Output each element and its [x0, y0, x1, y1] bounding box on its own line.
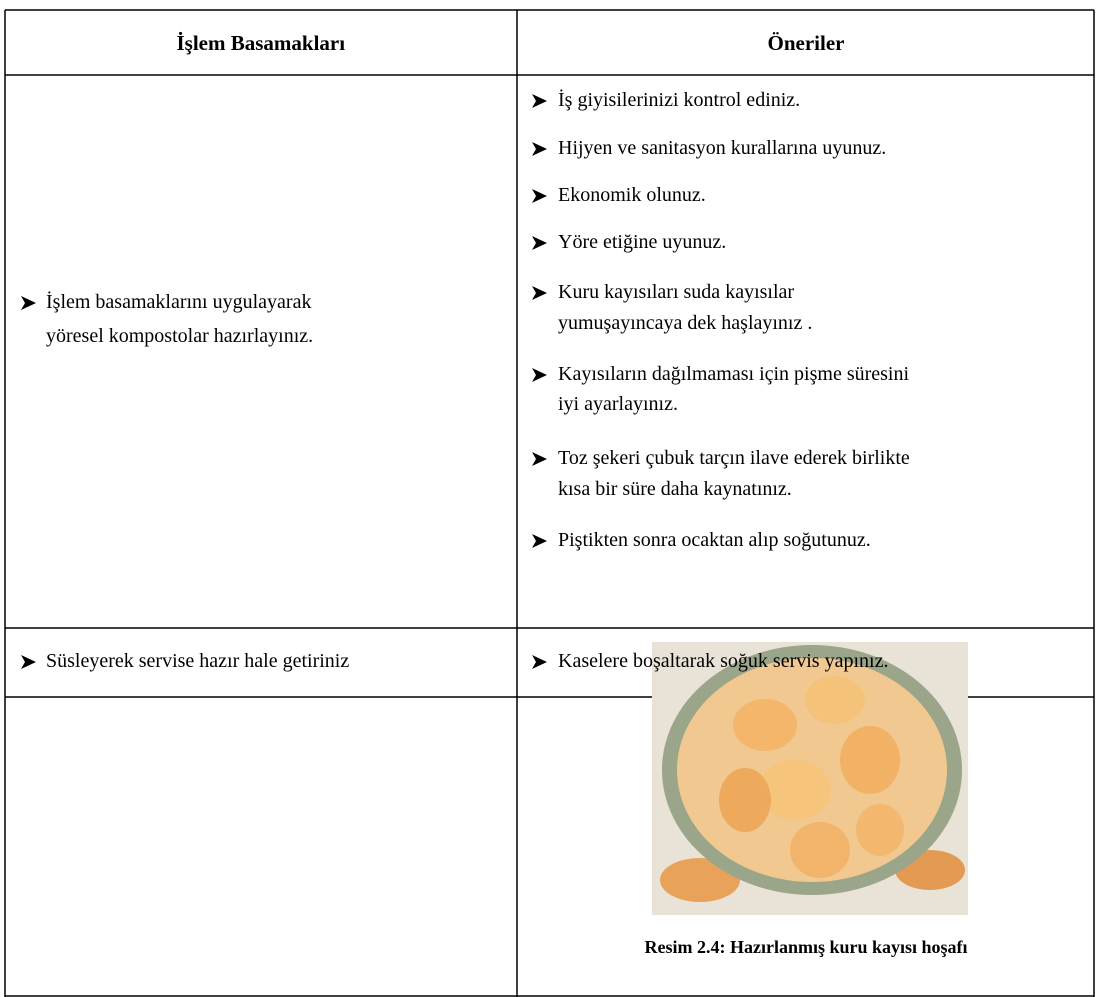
- bullet: [532, 655, 547, 669]
- bullet: [532, 142, 547, 156]
- suggestion-text: yumuşayıncaya dek haşlayınız .: [558, 312, 813, 334]
- suggestion-text: Toz şekeri çubuk tarçın ilave ederek bir…: [558, 447, 910, 469]
- header-text: İşlem Basamakları: [176, 31, 346, 55]
- bullet: [21, 296, 36, 310]
- bullet: [532, 368, 547, 382]
- bullet: [532, 236, 547, 250]
- suggestion-text: Yöre etiğine uyunuz.: [558, 231, 727, 253]
- suggestion-text: Hijyen ve sanitasyon kurallarına uyunuz.: [558, 137, 887, 159]
- step-text: İşlem basamaklarını uygulayarak: [46, 291, 312, 313]
- caption: Resim 2.4: Hazırlanmış kuru kayısı hoşaf…: [644, 937, 968, 957]
- bullet: [532, 94, 547, 108]
- suggestion-text: Piştikten sonra ocaktan alıp soğutunuz.: [558, 529, 871, 551]
- suggestion-text: kısa bir süre daha kaynatınız.: [558, 478, 792, 500]
- step-text: yöresel kompostolar hazırlayınız.: [46, 325, 314, 347]
- bullet: [532, 189, 547, 203]
- suggestion-text: iyi ayarlayınız.: [558, 393, 678, 415]
- suggestion-text: Kuru kayısıları suda kayısılar: [558, 281, 795, 303]
- bullet: [532, 286, 547, 300]
- header-text: Öneriler: [767, 31, 845, 55]
- step-text: Süsleyerek servise hazır hale getiriniz: [46, 650, 350, 672]
- suggestion-text: İş giyisilerinizi kontrol ediniz.: [558, 89, 801, 111]
- bullet: [21, 655, 36, 669]
- suggestion-text: Ekonomik olunuz.: [558, 184, 706, 206]
- bullet: [532, 534, 547, 548]
- bullet: [532, 452, 547, 466]
- suggestion-text: Kaselere boşaltarak soğuk servis yapınız…: [558, 650, 889, 672]
- suggestion-text: Kayısıların dağılmaması için pişme süres…: [558, 363, 910, 385]
- photo: [652, 642, 968, 915]
